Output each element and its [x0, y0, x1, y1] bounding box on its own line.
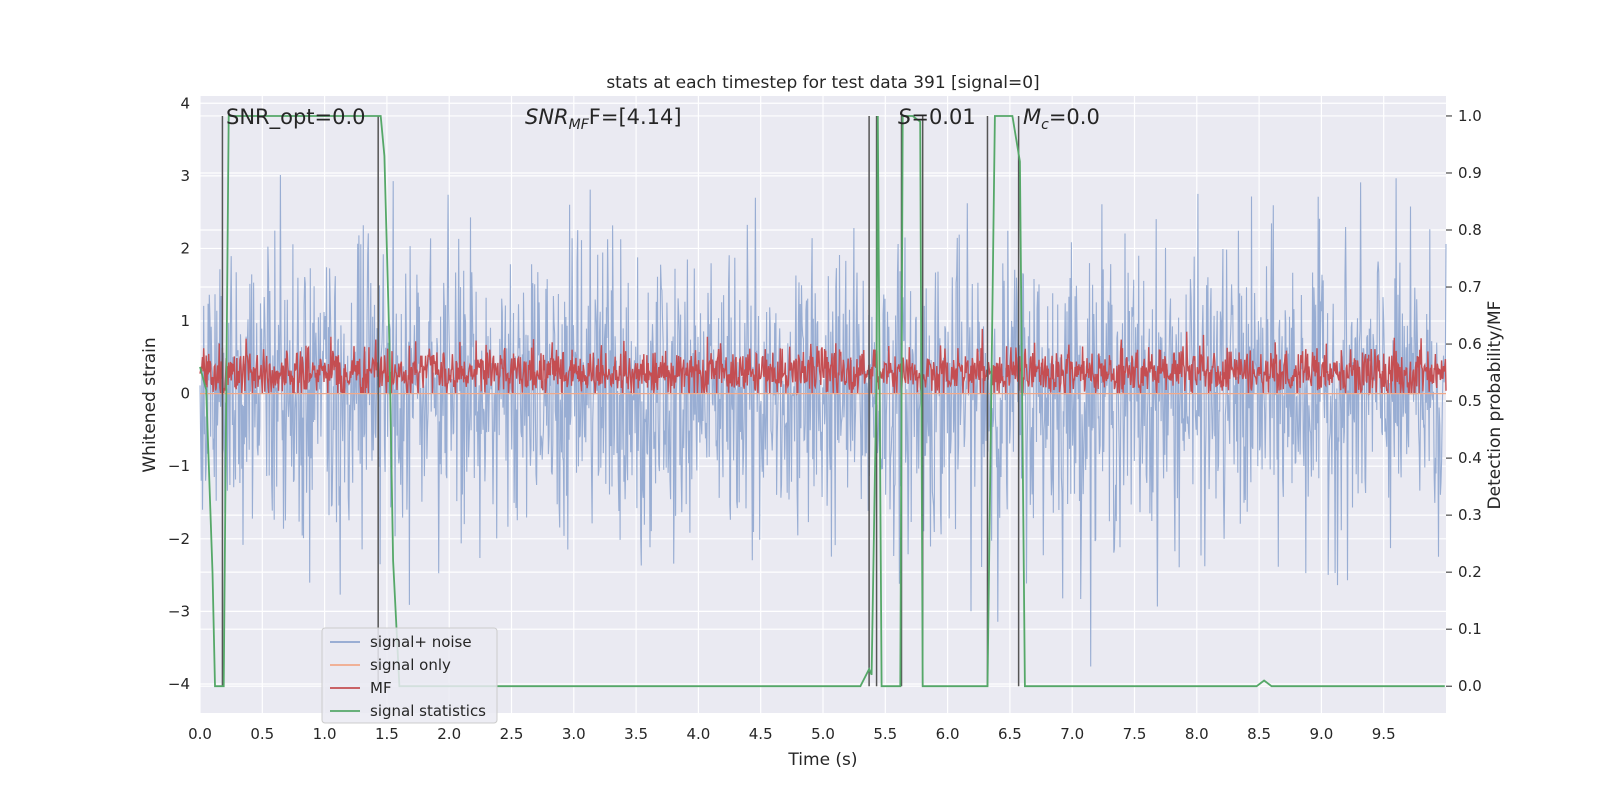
legend-label: signal only — [370, 656, 451, 674]
legend-label: signal statistics — [370, 702, 486, 720]
mf-series — [199, 328, 1447, 396]
mc-subscript: c — [1041, 117, 1049, 133]
signal-noise-line — [199, 174, 1447, 667]
x-tick-label: 1.0 — [313, 725, 337, 743]
x-tick-label: 9.0 — [1309, 725, 1333, 743]
y-right-tick-label: 0.2 — [1458, 563, 1482, 581]
y-tick-label: 0 — [180, 385, 190, 403]
y-axis-label: Whitened strain — [140, 337, 160, 472]
x-tick-label: 6.0 — [936, 725, 960, 743]
y-tick-label: −3 — [168, 602, 190, 620]
mc-annotation: Mc=0.0 — [1023, 105, 1100, 133]
y-right-axis-label: Detection probability/MF — [1485, 301, 1505, 510]
signal-statistics-series — [199, 115, 1445, 688]
legend-items: signal+ noise signal only MF signal statist… — [330, 633, 486, 720]
x-tick-label: 8.0 — [1185, 725, 1209, 743]
legend: signal+ noise signal only MF signal statist… — [321, 627, 498, 724]
y-tick-label: 4 — [180, 94, 190, 112]
x-tick-label: 5.0 — [811, 725, 835, 743]
y-axis-ticks: 4 3 2 1 0 −1 −2 −3 −4 — [168, 94, 190, 693]
y-tick-label: −2 — [168, 530, 190, 548]
signal-noise-series — [199, 174, 1447, 667]
legend-label: MF — [370, 679, 392, 697]
chart-title: stats at each timestep for test data 391… — [606, 73, 1039, 93]
x-axis-label: Time (s) — [787, 750, 857, 770]
x-tick-label: 0.0 — [188, 725, 212, 743]
x-tick-label: 4.0 — [686, 725, 710, 743]
x-axis-ticks: 0.0 0.5 1.0 1.5 2.0 2.5 3.0 3.5 4.0 4.5 5.0 5.5 6.0 6… — [188, 725, 1396, 743]
x-tick-label: 2.0 — [437, 725, 461, 743]
snr-mf-subscript: MF — [569, 117, 590, 133]
y-right-tick-label: 0.3 — [1458, 506, 1482, 524]
y-right-tick-label: 0.6 — [1458, 335, 1482, 353]
y-right-tick-label: 0.0 — [1458, 677, 1482, 695]
s-symbol: S — [898, 105, 911, 129]
snr-opt-annotation: SNR_opt=0.0 — [226, 105, 366, 130]
y-tick-label: 1 — [180, 312, 190, 330]
y-right-tick-label: 0.7 — [1458, 278, 1482, 296]
s-value: =0.01 — [911, 105, 975, 129]
y-tick-label: 2 — [180, 239, 190, 257]
mc-symbol: M — [1023, 105, 1041, 129]
mc-value: =0.0 — [1049, 105, 1100, 129]
x-tick-label: 9.5 — [1372, 725, 1396, 743]
legend-label: signal+ noise — [370, 633, 472, 651]
y-right-tick-label: 0.4 — [1458, 449, 1482, 467]
x-tick-label: 3.5 — [624, 725, 648, 743]
x-tick-label: 0.5 — [250, 725, 274, 743]
y-right-axis-ticks: 1.0 0.9 0.8 0.7 0.6 0.5 0.4 0.3 0.2 0.1 0.0 — [1446, 107, 1482, 695]
y-right-tick-label: 0.1 — [1458, 620, 1482, 638]
y-right-tick-label: 1.0 — [1458, 107, 1482, 125]
x-tick-label: 3.0 — [562, 725, 586, 743]
mf-line — [199, 328, 1447, 396]
legend-box — [321, 627, 498, 724]
y-tick-label: 3 — [180, 167, 190, 185]
x-tick-label: 2.5 — [500, 725, 524, 743]
x-tick-label: 7.5 — [1123, 725, 1147, 743]
x-tick-label: 8.5 — [1247, 725, 1271, 743]
snr-mf-annotation: SNRMFF=[4.14] — [525, 105, 682, 133]
x-tick-label: 5.5 — [873, 725, 897, 743]
y-right-tick-label: 0.9 — [1458, 164, 1482, 182]
y-right-tick-label: 0.8 — [1458, 221, 1482, 239]
x-tick-label: 7.0 — [1060, 725, 1084, 743]
x-tick-label: 6.5 — [998, 725, 1022, 743]
x-tick-label: 1.5 — [375, 725, 399, 743]
signal-statistics-line — [199, 115, 1445, 688]
snr-mf-symbol: SNR — [525, 105, 569, 129]
y-tick-label: −1 — [168, 457, 190, 475]
x-tick-label: 4.5 — [749, 725, 773, 743]
y-tick-label: −4 — [168, 675, 190, 693]
snr-mf-value: F=[4.14] — [589, 105, 682, 129]
y-right-tick-label: 0.5 — [1458, 392, 1482, 410]
s-annotation: S=0.01 — [898, 105, 976, 129]
